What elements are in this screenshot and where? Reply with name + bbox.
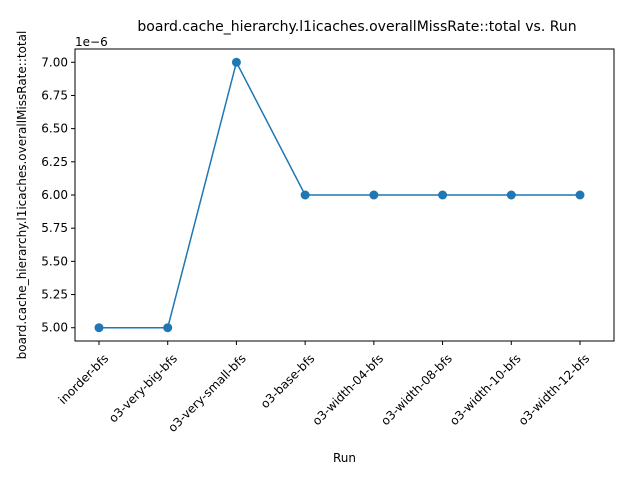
series-line	[99, 60, 580, 329]
chart-title: board.cache_hierarchy.l1icaches.overallM…	[137, 19, 576, 35]
axes-frame	[74, 48, 615, 342]
data-point	[369, 190, 379, 200]
data-point	[300, 190, 310, 200]
data-point	[438, 190, 448, 200]
series-line-group	[94, 57, 585, 333]
x-axis-label: Run	[333, 451, 356, 465]
y-tick-label: 7.00	[41, 55, 68, 69]
y-axis-ticks: 5.00 5.25 5.50 5.75 6.00 6.25 6.50 6.75 7.00	[41, 55, 75, 335]
data-point	[163, 323, 173, 333]
y-tick-label: 6.50	[41, 122, 68, 136]
y-tick-label: 6.25	[41, 155, 68, 169]
y-tick-label: 5.75	[41, 221, 68, 235]
data-point	[506, 190, 516, 200]
y-axis-label: board.cache_hierarchy.l1icaches.overallM…	[15, 31, 29, 360]
y-tick-label: 6.75	[41, 88, 68, 102]
data-point	[575, 190, 585, 200]
y-tick-label: 5.00	[41, 321, 68, 335]
data-point	[231, 57, 241, 67]
offset-text: 1e−6	[75, 35, 108, 49]
y-tick-label: 5.25	[41, 288, 68, 302]
y-tick-label: 5.50	[41, 254, 68, 268]
y-tick-label: 6.00	[41, 188, 68, 202]
data-point	[94, 323, 104, 333]
